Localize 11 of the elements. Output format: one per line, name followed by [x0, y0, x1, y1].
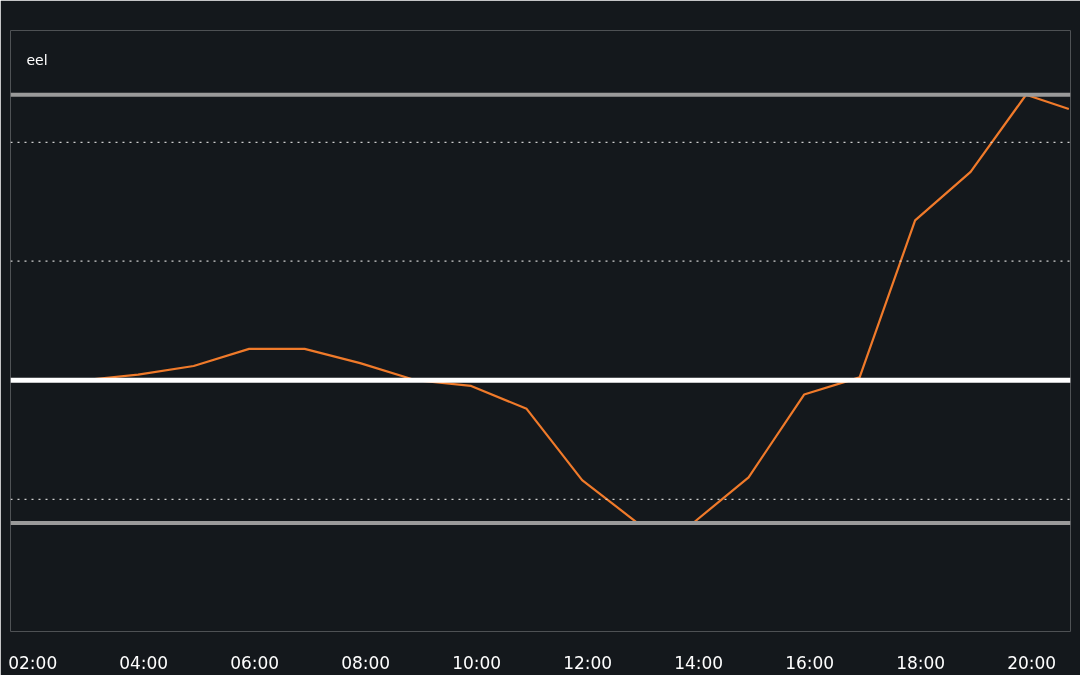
x-tick-label: 20:00: [1007, 652, 1057, 673]
x-tick-label: 08:00: [341, 652, 391, 673]
x-tick-label: 16:00: [785, 652, 835, 673]
x-tick-label: 06:00: [230, 652, 280, 673]
x-tick-label: 02:00: [8, 652, 58, 673]
x-tick-label: 10:00: [452, 652, 502, 673]
x-tick-label: 14:00: [674, 652, 724, 673]
x-tick-label: 04:00: [119, 652, 169, 673]
x-tick-label: 12:00: [563, 652, 613, 673]
x-tick-label: 18:00: [896, 652, 946, 673]
text: eel: [26, 51, 48, 68]
